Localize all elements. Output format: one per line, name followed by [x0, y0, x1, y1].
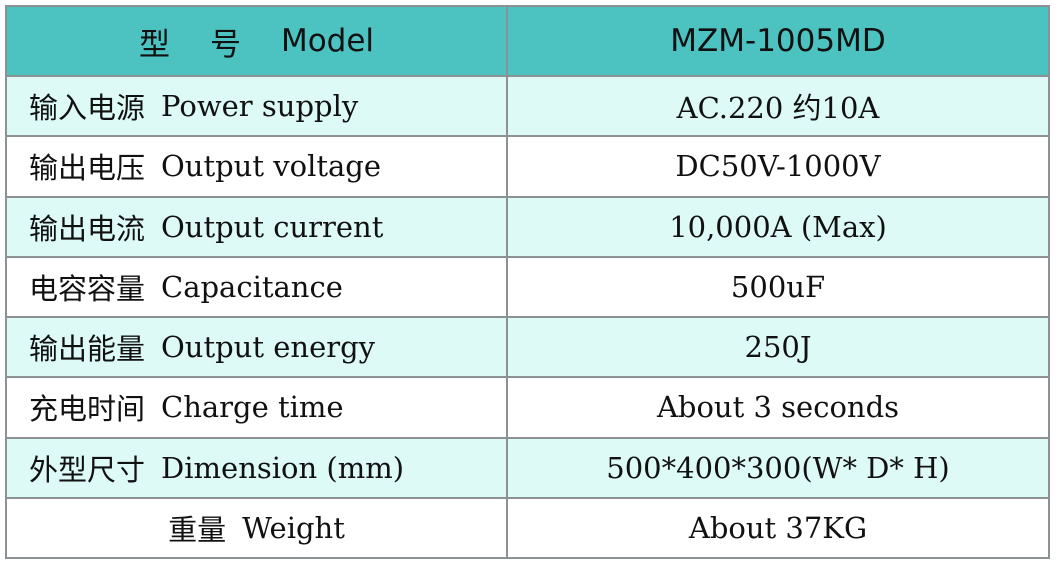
row-label-cn: 电容容量	[29, 271, 146, 306]
row-value-charge-time: About 3 seconds	[508, 378, 1048, 437]
row-value-dimension: 500*400*300(W* D* H)	[508, 438, 1048, 497]
row-value-capacitance: 500uF	[508, 257, 1048, 316]
row-value-output-current: 10,000A (Max)	[508, 197, 1048, 256]
row-label-cn: 输出电流	[29, 211, 146, 246]
spec-table: 型 号 Model MZM-1005MD 输入电源 Power supply AC.2…	[5, 5, 1050, 559]
row-label-en: Weight	[242, 510, 345, 545]
row-value-power-supply: AC.220 约10A	[508, 77, 1048, 136]
header-label-cn-1: 型	[138, 26, 170, 63]
row-label-capacitance: 电容容量 Capacitance	[7, 257, 506, 316]
header-value-cell: MZM-1005MD	[508, 7, 1048, 75]
row-label-output-voltage: 输出电压 Output voltage	[7, 137, 506, 196]
row-label-cn: 重量	[168, 512, 227, 547]
header-model-value: MZM-1005MD	[670, 23, 886, 59]
row-label-en: Output current	[161, 209, 384, 244]
row-label-cn: 输出电压	[29, 151, 146, 186]
row-value-weight: About 37KG	[508, 498, 1048, 557]
header-label-cell: 型 号 Model	[7, 7, 506, 75]
row-value-output-voltage: DC50V-1000V	[508, 137, 1048, 196]
row-label-en: Output energy	[161, 330, 376, 365]
row-label-cn: 外型尺寸	[29, 452, 146, 487]
header-label-en: Model	[280, 23, 375, 59]
row-label-weight: 重量 Weight	[7, 498, 506, 557]
row-label-en: Dimension (mm)	[161, 450, 405, 485]
row-label-dimension: 外型尺寸 Dimension (mm)	[7, 438, 506, 497]
header-label-cn-2: 号	[209, 26, 241, 63]
row-label-cn: 输出能量	[29, 332, 146, 367]
row-label-charge-time: 充电时间 Charge time	[7, 378, 506, 437]
row-label-en: Capacitance	[161, 269, 343, 304]
row-value-output-energy: 250J	[508, 318, 1048, 377]
row-label-output-energy: 输出能量 Output energy	[7, 318, 506, 377]
row-label-en: Power supply	[161, 89, 359, 124]
row-label-cn: 充电时间	[29, 392, 146, 427]
row-label-en: Output voltage	[161, 149, 382, 184]
row-label-en: Charge time	[161, 390, 344, 425]
row-label-output-current: 输出电流 Output current	[7, 197, 506, 256]
row-label-power-supply: 输入电源 Power supply	[7, 77, 506, 136]
row-label-cn: 输入电源	[29, 91, 146, 126]
